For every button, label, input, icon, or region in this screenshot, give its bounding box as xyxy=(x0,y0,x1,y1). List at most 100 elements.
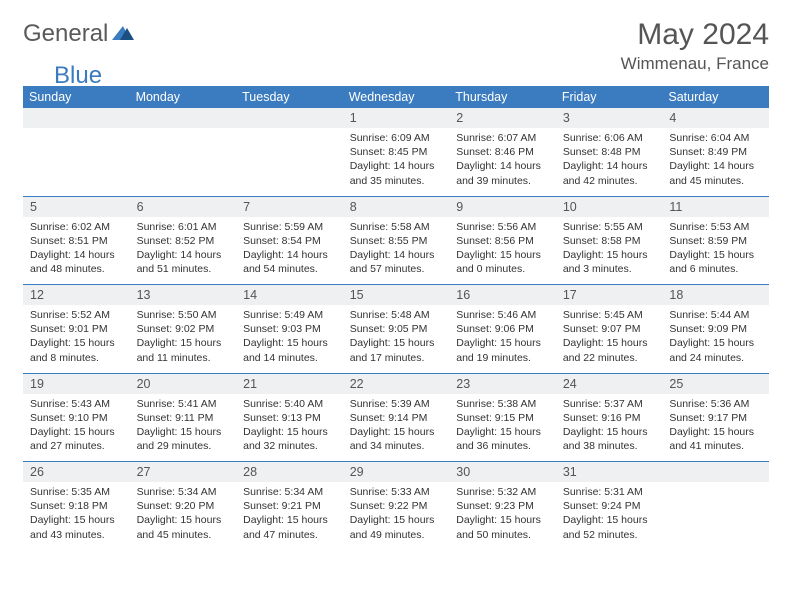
header: General May 2024 Wimmenau, France xyxy=(23,18,769,74)
day-number-cell: 10 xyxy=(556,196,663,217)
day-content-cell: Sunrise: 5:34 AMSunset: 9:21 PMDaylight:… xyxy=(236,482,343,550)
daylight-line: Daylight: 14 hours and 42 minutes. xyxy=(563,159,656,187)
location: Wimmenau, France xyxy=(621,54,769,74)
daynum-row: 1234 xyxy=(23,108,769,128)
sunrise-line: Sunrise: 6:01 AM xyxy=(137,220,230,234)
daylight-line: Daylight: 15 hours and 11 minutes. xyxy=(137,336,230,364)
logo-triangle-icon xyxy=(112,23,134,46)
day-content-cell xyxy=(130,128,237,196)
day-content-cell: Sunrise: 5:50 AMSunset: 9:02 PMDaylight:… xyxy=(130,305,237,373)
sunset-line: Sunset: 9:02 PM xyxy=(137,322,230,336)
sunrise-line: Sunrise: 5:43 AM xyxy=(30,397,123,411)
daylight-line: Daylight: 15 hours and 6 minutes. xyxy=(669,248,762,276)
day-content-cell: Sunrise: 6:09 AMSunset: 8:45 PMDaylight:… xyxy=(343,128,450,196)
day-number-cell: 16 xyxy=(449,285,556,306)
day-number-cell: 29 xyxy=(343,462,450,483)
day-number-cell: 22 xyxy=(343,373,450,394)
day-content-cell xyxy=(236,128,343,196)
sunrise-line: Sunrise: 5:41 AM xyxy=(137,397,230,411)
sunrise-line: Sunrise: 5:35 AM xyxy=(30,485,123,499)
daylight-line: Daylight: 15 hours and 47 minutes. xyxy=(243,513,336,541)
day-number-cell: 12 xyxy=(23,285,130,306)
sunset-line: Sunset: 9:14 PM xyxy=(350,411,443,425)
sunrise-line: Sunrise: 5:50 AM xyxy=(137,308,230,322)
sunrise-line: Sunrise: 5:49 AM xyxy=(243,308,336,322)
sunset-line: Sunset: 9:16 PM xyxy=(563,411,656,425)
day-number-cell: 15 xyxy=(343,285,450,306)
sunset-line: Sunset: 9:07 PM xyxy=(563,322,656,336)
sunset-line: Sunset: 8:49 PM xyxy=(669,145,762,159)
day-content-cell: Sunrise: 6:04 AMSunset: 8:49 PMDaylight:… xyxy=(662,128,769,196)
day-number-cell: 3 xyxy=(556,108,663,128)
daylight-line: Daylight: 15 hours and 22 minutes. xyxy=(563,336,656,364)
day-number-cell: 2 xyxy=(449,108,556,128)
day-number-cell: 18 xyxy=(662,285,769,306)
sunrise-line: Sunrise: 5:56 AM xyxy=(456,220,549,234)
sunrise-line: Sunrise: 5:34 AM xyxy=(243,485,336,499)
daylight-line: Daylight: 15 hours and 17 minutes. xyxy=(350,336,443,364)
daylight-line: Daylight: 15 hours and 3 minutes. xyxy=(563,248,656,276)
sunrise-line: Sunrise: 5:38 AM xyxy=(456,397,549,411)
day-number-cell xyxy=(130,108,237,128)
daylight-line: Daylight: 15 hours and 36 minutes. xyxy=(456,425,549,453)
day-number-cell xyxy=(236,108,343,128)
sunset-line: Sunset: 9:21 PM xyxy=(243,499,336,513)
weekday-header: Thursday xyxy=(449,86,556,108)
daylight-line: Daylight: 15 hours and 45 minutes. xyxy=(137,513,230,541)
logo: General xyxy=(23,18,136,48)
day-number-cell: 21 xyxy=(236,373,343,394)
day-number-cell: 4 xyxy=(662,108,769,128)
sunset-line: Sunset: 8:51 PM xyxy=(30,234,123,248)
sunset-line: Sunset: 9:22 PM xyxy=(350,499,443,513)
month-year: May 2024 xyxy=(621,18,769,52)
logo-text-general: General xyxy=(23,20,108,48)
day-content-cell: Sunrise: 5:33 AMSunset: 9:22 PMDaylight:… xyxy=(343,482,450,550)
content-row: Sunrise: 6:02 AMSunset: 8:51 PM Daylight:… xyxy=(23,217,769,285)
sunset-line: Sunset: 9:06 PM xyxy=(456,322,549,336)
day-number-cell: 5 xyxy=(23,196,130,217)
day-content-cell: Sunrise: 5:44 AMSunset: 9:09 PMDaylight:… xyxy=(662,305,769,373)
daylight-line: Daylight: 14 hours and 57 minutes. xyxy=(350,248,443,276)
day-number-cell: 17 xyxy=(556,285,663,306)
daynum-row: 12131415161718 xyxy=(23,285,769,306)
sunrise-line: Sunrise: 5:34 AM xyxy=(137,485,230,499)
day-content-cell: Sunrise: 5:37 AMSunset: 9:16 PMDaylight:… xyxy=(556,394,663,462)
day-number-cell: 23 xyxy=(449,373,556,394)
day-content-cell: Sunrise: 5:43 AMSunset: 9:10 PMDaylight:… xyxy=(23,394,130,462)
daylight-line: Daylight: 15 hours and 27 minutes. xyxy=(30,425,123,453)
daylight-line: Daylight: 15 hours and 24 minutes. xyxy=(669,336,762,364)
sunrise-line: Sunrise: 5:31 AM xyxy=(563,485,656,499)
content-row: Sunrise: 6:09 AMSunset: 8:45 PMDaylight:… xyxy=(23,128,769,196)
logo-text-blue: Blue xyxy=(54,62,102,90)
day-content-cell: Sunrise: 5:40 AMSunset: 9:13 PMDaylight:… xyxy=(236,394,343,462)
day-number-cell xyxy=(23,108,130,128)
daylight-line: Daylight: 15 hours and 0 minutes. xyxy=(456,248,549,276)
sunrise-line: Sunrise: 5:52 AM xyxy=(30,308,123,322)
daylight-line: Daylight: 15 hours and 19 minutes. xyxy=(456,336,549,364)
sunrise-line: Sunrise: 6:02 AM xyxy=(30,220,123,234)
weekday-header: Friday xyxy=(556,86,663,108)
day-content-cell: Sunrise: 5:39 AMSunset: 9:14 PMDaylight:… xyxy=(343,394,450,462)
day-number-cell: 31 xyxy=(556,462,663,483)
day-content-cell: Sunrise: 6:01 AMSunset: 8:52 PMDaylight:… xyxy=(130,217,237,285)
day-number-cell: 9 xyxy=(449,196,556,217)
sunset-line: Sunset: 9:03 PM xyxy=(243,322,336,336)
day-number-cell xyxy=(662,462,769,483)
day-content-cell: Sunrise: 5:38 AMSunset: 9:15 PMDaylight:… xyxy=(449,394,556,462)
day-number-cell: 25 xyxy=(662,373,769,394)
sunrise-line: Sunrise: 6:07 AM xyxy=(456,131,549,145)
sunset-line: Sunset: 9:05 PM xyxy=(350,322,443,336)
sunrise-line: Sunrise: 5:37 AM xyxy=(563,397,656,411)
day-content-cell: Sunrise: 5:49 AMSunset: 9:03 PMDaylight:… xyxy=(236,305,343,373)
daylight-line: Daylight: 15 hours and 50 minutes. xyxy=(456,513,549,541)
day-content-cell xyxy=(23,128,130,196)
sunset-line: Sunset: 9:15 PM xyxy=(456,411,549,425)
day-content-cell: Sunrise: 5:58 AMSunset: 8:55 PMDaylight:… xyxy=(343,217,450,285)
sunrise-line: Sunrise: 5:33 AM xyxy=(350,485,443,499)
daylight-line: Daylight: 15 hours and 49 minutes. xyxy=(350,513,443,541)
day-number-cell: 19 xyxy=(23,373,130,394)
sunrise-line: Sunrise: 5:59 AM xyxy=(243,220,336,234)
sunset-line: Sunset: 8:46 PM xyxy=(456,145,549,159)
day-content-cell: Sunrise: 5:41 AMSunset: 9:11 PMDaylight:… xyxy=(130,394,237,462)
sunset-line: Sunset: 9:23 PM xyxy=(456,499,549,513)
